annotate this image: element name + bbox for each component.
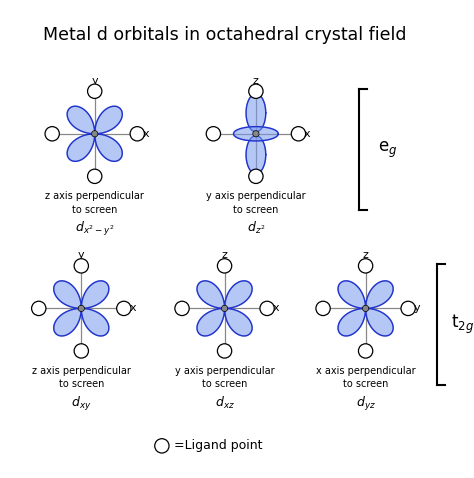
Polygon shape	[67, 106, 122, 162]
Polygon shape	[246, 136, 266, 174]
Polygon shape	[338, 281, 393, 336]
Text: y: y	[78, 250, 84, 261]
Text: t$_{2g}$: t$_{2g}$	[451, 313, 474, 336]
Text: to screen: to screen	[59, 379, 104, 389]
Text: d$_{xy}$: d$_{xy}$	[71, 395, 91, 413]
Circle shape	[363, 305, 369, 312]
Circle shape	[91, 130, 98, 137]
Circle shape	[74, 344, 89, 358]
Circle shape	[358, 344, 373, 358]
Text: x: x	[143, 129, 149, 139]
Polygon shape	[234, 127, 278, 141]
Circle shape	[249, 84, 263, 98]
Text: =Ligand point: =Ligand point	[173, 439, 262, 452]
Text: x axis perpendicular: x axis perpendicular	[316, 366, 415, 376]
Circle shape	[253, 130, 259, 137]
Circle shape	[117, 301, 131, 315]
Text: z: z	[222, 250, 228, 261]
Text: y axis perpendicular: y axis perpendicular	[175, 366, 274, 376]
Text: z axis perpendicular: z axis perpendicular	[32, 366, 131, 376]
Circle shape	[292, 127, 306, 141]
Polygon shape	[246, 94, 266, 132]
Text: x: x	[304, 129, 310, 139]
Text: to screen: to screen	[202, 379, 247, 389]
Circle shape	[260, 301, 274, 315]
Text: x: x	[129, 304, 136, 314]
Text: x: x	[273, 304, 279, 314]
Text: z: z	[363, 250, 369, 261]
Circle shape	[78, 305, 84, 312]
Circle shape	[130, 127, 145, 141]
Circle shape	[88, 169, 102, 184]
Circle shape	[218, 344, 232, 358]
Text: d$_{yz}$: d$_{yz}$	[356, 395, 375, 413]
Circle shape	[74, 259, 89, 273]
Circle shape	[316, 301, 330, 315]
Circle shape	[249, 169, 263, 184]
Text: z: z	[253, 76, 259, 86]
Circle shape	[401, 301, 415, 315]
Circle shape	[221, 305, 228, 312]
Circle shape	[358, 259, 373, 273]
Text: y: y	[91, 76, 98, 86]
Text: to screen: to screen	[233, 205, 279, 215]
Text: z axis perpendicular: z axis perpendicular	[46, 191, 144, 201]
Circle shape	[88, 84, 102, 98]
Text: e$_g$: e$_g$	[378, 140, 398, 160]
Circle shape	[218, 259, 232, 273]
Text: d$_{x^2-y^2}$: d$_{x^2-y^2}$	[75, 220, 114, 238]
Text: d$_{z^2}$: d$_{z^2}$	[247, 220, 265, 236]
Circle shape	[45, 127, 59, 141]
Text: d$_{xz}$: d$_{xz}$	[215, 395, 235, 411]
Circle shape	[206, 127, 220, 141]
Circle shape	[32, 301, 46, 315]
Polygon shape	[197, 281, 252, 336]
Text: to screen: to screen	[72, 205, 118, 215]
Text: y axis perpendicular: y axis perpendicular	[206, 191, 306, 201]
Text: Metal d orbitals in octahedral crystal field: Metal d orbitals in octahedral crystal f…	[43, 26, 406, 44]
Polygon shape	[54, 281, 109, 336]
Text: to screen: to screen	[343, 379, 388, 389]
Circle shape	[175, 301, 189, 315]
Text: y: y	[413, 304, 420, 314]
Circle shape	[155, 439, 169, 453]
